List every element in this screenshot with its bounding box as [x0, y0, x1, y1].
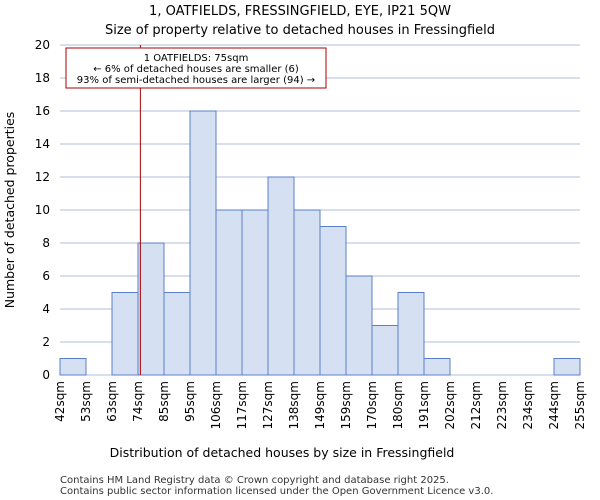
- x-tick-label: 244sqm: [547, 381, 561, 429]
- annotation-line-1: 1 OATFIELDS: 75sqm: [144, 53, 249, 64]
- x-tick-label: 74sqm: [131, 381, 145, 422]
- x-tick-label: 85sqm: [157, 381, 171, 422]
- y-tick-label: 10: [35, 203, 50, 217]
- bar-244sqm: [553, 358, 581, 376]
- x-axis-label: Distribution of detached houses by size …: [110, 445, 455, 460]
- y-tick-label: 18: [35, 71, 50, 85]
- x-tick-label: 223sqm: [495, 381, 509, 429]
- x-tick-label: 159sqm: [339, 381, 353, 429]
- annotation-line-2: ← 6% of detached houses are smaller (6): [93, 64, 299, 75]
- x-tick-label: 117sqm: [235, 381, 249, 429]
- bar-127sqm: [267, 176, 295, 376]
- y-tick-label: 4: [42, 302, 50, 316]
- annotation-line-3: 93% of semi-detached houses are larger (…: [77, 75, 315, 86]
- annotation-border: [65, 47, 327, 89]
- bar-170sqm: [371, 325, 399, 376]
- y-tick-label: 2: [42, 335, 50, 349]
- bars: [59, 110, 581, 376]
- x-tick-label: 180sqm: [391, 381, 405, 429]
- x-tick-label: 170sqm: [365, 381, 379, 429]
- bar-74sqm: [137, 242, 165, 376]
- bar-191sqm: [423, 358, 451, 376]
- footer-line-1: Contains HM Land Registry data © Crown c…: [60, 475, 449, 486]
- bar-85sqm: [163, 292, 191, 376]
- x-tick-label: 63sqm: [105, 381, 119, 422]
- x-axis-ticks: 42sqm 53sqm 63sqm 74sqm 85sqm 95sqm 106sqm 117s…: [53, 381, 587, 429]
- chart-title: 1, OATFIELDS, FRESSINGFIELD, EYE, IP21 5…: [149, 4, 451, 19]
- y-axis-ticks: 0 2 4 6 8 10 12 14 16 18 20: [35, 38, 50, 382]
- bar-117sqm: [241, 209, 269, 376]
- x-tick-label: 138sqm: [287, 381, 301, 429]
- y-tick-label: 12: [35, 170, 50, 184]
- x-tick-label: 255sqm: [573, 381, 587, 429]
- x-tick-label: 191sqm: [417, 381, 431, 429]
- bar-42sqm: [59, 358, 87, 376]
- x-tick-label: 42sqm: [53, 381, 67, 422]
- chart-subtitle: Size of property relative to detached ho…: [105, 23, 495, 38]
- y-tick-label: 16: [35, 104, 50, 118]
- y-tick-label: 8: [42, 236, 50, 250]
- x-tick-label: 127sqm: [261, 381, 275, 429]
- bar-159sqm: [345, 275, 373, 376]
- y-tick-label: 6: [42, 269, 50, 283]
- bar-106sqm: [215, 209, 243, 376]
- bar-180sqm: [397, 292, 425, 376]
- x-tick-label: 149sqm: [313, 381, 327, 429]
- y-tick-label: 20: [35, 38, 50, 52]
- bar-95sqm: [189, 110, 217, 376]
- x-tick-label: 106sqm: [209, 381, 223, 429]
- footer-line-2: Contains public sector information licen…: [60, 486, 493, 497]
- annotation-box: 1 OATFIELDS: 75sqm ← 6% of detached hous…: [65, 47, 327, 89]
- bar-149sqm: [319, 226, 347, 376]
- x-tick-label: 95sqm: [183, 381, 197, 422]
- x-tick-label: 53sqm: [79, 381, 93, 422]
- x-tick-label: 212sqm: [469, 381, 483, 429]
- y-tick-label: 14: [35, 137, 50, 151]
- x-tick-label: 234sqm: [521, 381, 535, 429]
- bar-63sqm: [111, 292, 139, 376]
- y-tick-label: 0: [42, 368, 50, 382]
- x-tick-label: 202sqm: [443, 381, 457, 429]
- bar-138sqm: [293, 209, 321, 376]
- y-axis-label: Number of detached properties: [2, 112, 17, 309]
